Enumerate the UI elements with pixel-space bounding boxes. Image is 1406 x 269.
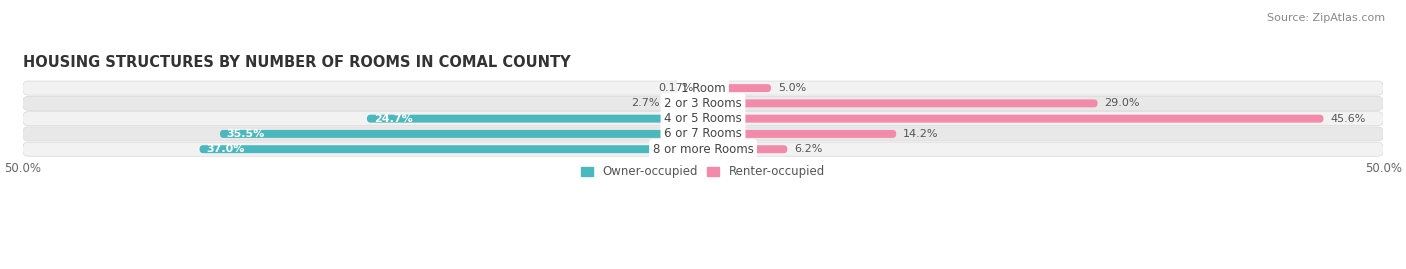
FancyBboxPatch shape: [700, 84, 703, 92]
Text: 5.0%: 5.0%: [778, 83, 806, 93]
FancyBboxPatch shape: [703, 115, 1323, 123]
FancyBboxPatch shape: [22, 81, 1384, 95]
Text: 1 Room: 1 Room: [681, 82, 725, 95]
Text: HOUSING STRUCTURES BY NUMBER OF ROOMS IN COMAL COUNTY: HOUSING STRUCTURES BY NUMBER OF ROOMS IN…: [22, 55, 571, 70]
FancyBboxPatch shape: [22, 142, 1384, 156]
FancyBboxPatch shape: [22, 96, 1384, 110]
FancyBboxPatch shape: [703, 130, 896, 138]
Text: 2 or 3 Rooms: 2 or 3 Rooms: [664, 97, 742, 110]
FancyBboxPatch shape: [200, 145, 703, 153]
FancyBboxPatch shape: [703, 84, 770, 92]
Text: 37.0%: 37.0%: [207, 144, 245, 154]
FancyBboxPatch shape: [367, 115, 703, 123]
FancyBboxPatch shape: [666, 99, 703, 107]
Text: 29.0%: 29.0%: [1104, 98, 1140, 108]
FancyBboxPatch shape: [219, 130, 703, 138]
FancyBboxPatch shape: [22, 127, 1384, 141]
FancyBboxPatch shape: [22, 112, 1384, 126]
Text: 8 or more Rooms: 8 or more Rooms: [652, 143, 754, 156]
Text: 35.5%: 35.5%: [226, 129, 264, 139]
Text: 0.17%: 0.17%: [658, 83, 695, 93]
Legend: Owner-occupied, Renter-occupied: Owner-occupied, Renter-occupied: [576, 161, 830, 183]
Text: 4 or 5 Rooms: 4 or 5 Rooms: [664, 112, 742, 125]
Text: 2.7%: 2.7%: [631, 98, 659, 108]
FancyBboxPatch shape: [703, 145, 787, 153]
Text: 45.6%: 45.6%: [1330, 114, 1365, 124]
Text: 6 or 7 Rooms: 6 or 7 Rooms: [664, 128, 742, 140]
Text: Source: ZipAtlas.com: Source: ZipAtlas.com: [1267, 13, 1385, 23]
Text: 24.7%: 24.7%: [374, 114, 412, 124]
FancyBboxPatch shape: [703, 99, 1098, 107]
Text: 6.2%: 6.2%: [794, 144, 823, 154]
Text: 14.2%: 14.2%: [903, 129, 939, 139]
